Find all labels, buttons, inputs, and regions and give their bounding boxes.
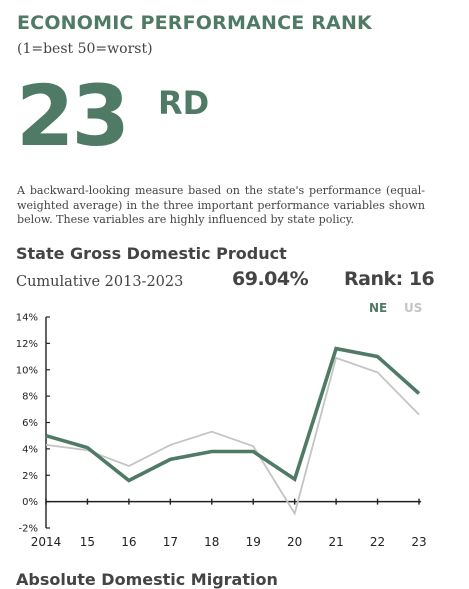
x-tick-label: 22 — [370, 535, 385, 549]
x-tick-label: 17 — [163, 535, 178, 549]
legend-ne: NE — [369, 301, 388, 315]
y-tick-label: 4% — [22, 444, 38, 455]
x-tick-label: 18 — [204, 535, 219, 549]
y-tick-label: 14% — [16, 313, 38, 324]
cumulative-label: Cumulative 2013-2023 — [16, 274, 184, 290]
cumulative-value: 69.04% — [232, 268, 309, 290]
x-tick-label: 20 — [287, 535, 302, 549]
section-title: State Gross Domestic Product — [16, 244, 287, 263]
y-tick-label: 0% — [22, 497, 38, 508]
series-line-us — [45, 356, 420, 516]
x-tick-label: 21 — [328, 535, 343, 549]
page-title: ECONOMIC PERFORMANCE RANK — [17, 12, 372, 34]
y-tick-label: 12% — [16, 339, 38, 350]
next-section-title: Absolute Domestic Migration — [16, 570, 278, 589]
y-tick-label: 2% — [22, 471, 38, 482]
y-tick-label: 6% — [22, 418, 38, 429]
x-tick-label: 19 — [246, 535, 261, 549]
series-line-ne — [45, 346, 421, 483]
rank-suffix: RD — [158, 84, 210, 122]
description-text: A backward-looking measure based on the … — [17, 184, 425, 226]
y-tick-label: 10% — [16, 365, 38, 376]
page-subtitle: (1=best 50=worst) — [17, 41, 153, 57]
legend-us: US — [404, 301, 423, 315]
x-tick-label: 23 — [411, 535, 426, 549]
y-tick-label: -2% — [19, 524, 38, 535]
rank-number: 23 — [16, 67, 130, 165]
x-tick-label: 15 — [80, 535, 95, 549]
x-tick-label: 16 — [121, 535, 136, 549]
y-tick-label: 8% — [22, 392, 38, 403]
x-tick-label: 2014 — [31, 535, 62, 549]
section-rank: Rank: 16 — [344, 268, 435, 290]
